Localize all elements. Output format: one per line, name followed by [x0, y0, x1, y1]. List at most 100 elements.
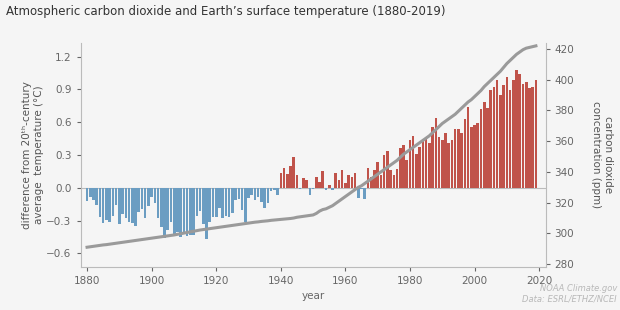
Bar: [386, 151, 389, 188]
Bar: [438, 138, 440, 188]
Bar: [118, 188, 121, 224]
Bar: [234, 188, 237, 200]
Bar: [183, 188, 185, 232]
Bar: [376, 162, 379, 188]
Bar: [199, 188, 202, 211]
Bar: [467, 107, 469, 188]
Y-axis label: difference from 20ᵗʰ-century
average  temperature (°C): difference from 20ᵗʰ-century average tem…: [22, 81, 43, 229]
Bar: [247, 188, 250, 198]
Bar: [518, 74, 521, 188]
Bar: [99, 188, 101, 217]
Bar: [277, 188, 279, 196]
Bar: [357, 188, 360, 198]
Bar: [305, 180, 308, 188]
Bar: [422, 139, 424, 188]
Bar: [464, 119, 466, 188]
Bar: [260, 188, 263, 202]
Bar: [405, 161, 408, 188]
Bar: [302, 178, 304, 188]
Bar: [312, 188, 314, 189]
Bar: [366, 168, 370, 188]
Bar: [141, 188, 143, 209]
Bar: [470, 126, 472, 188]
Bar: [195, 188, 198, 216]
Bar: [418, 147, 421, 188]
Bar: [264, 188, 266, 207]
Bar: [150, 188, 153, 197]
Bar: [383, 155, 386, 188]
Bar: [296, 175, 298, 188]
Bar: [531, 87, 534, 188]
Bar: [379, 175, 382, 188]
Bar: [131, 188, 133, 223]
Bar: [157, 188, 159, 219]
Bar: [505, 77, 508, 188]
Bar: [254, 188, 256, 200]
Bar: [128, 188, 130, 222]
Bar: [480, 109, 482, 188]
Bar: [163, 188, 166, 238]
Bar: [173, 188, 175, 236]
Bar: [344, 184, 347, 188]
Bar: [473, 126, 476, 188]
Bar: [112, 188, 114, 216]
Bar: [347, 175, 350, 188]
Bar: [105, 188, 108, 219]
Bar: [363, 188, 366, 199]
Bar: [528, 88, 531, 188]
Text: NOAA Climate.gov
Data: ESRL/ETHZ/NCEI: NOAA Climate.gov Data: ESRL/ETHZ/NCEI: [522, 284, 617, 304]
Bar: [108, 188, 111, 222]
Bar: [454, 129, 456, 188]
Bar: [521, 84, 525, 188]
Bar: [280, 172, 282, 188]
Bar: [95, 188, 98, 205]
Bar: [477, 123, 479, 188]
Bar: [432, 126, 434, 188]
Bar: [250, 188, 253, 196]
Bar: [102, 188, 105, 223]
Bar: [415, 154, 418, 188]
Bar: [92, 188, 95, 200]
Bar: [322, 171, 324, 188]
Bar: [293, 157, 295, 188]
Bar: [237, 188, 240, 199]
X-axis label: year: year: [301, 291, 325, 301]
Bar: [392, 175, 395, 188]
Bar: [509, 91, 512, 188]
Bar: [409, 140, 411, 188]
Bar: [186, 188, 188, 236]
Bar: [331, 188, 334, 190]
Bar: [218, 188, 221, 207]
Bar: [457, 129, 459, 188]
Bar: [154, 188, 156, 203]
Bar: [525, 82, 528, 188]
Bar: [208, 188, 211, 222]
Bar: [160, 188, 162, 227]
Bar: [444, 133, 447, 188]
Bar: [483, 103, 485, 188]
Bar: [515, 70, 518, 188]
Bar: [496, 79, 498, 188]
Bar: [205, 188, 208, 239]
Bar: [412, 136, 415, 188]
Bar: [493, 87, 495, 188]
Bar: [89, 188, 92, 197]
Bar: [334, 172, 337, 188]
Bar: [325, 188, 327, 190]
Bar: [318, 182, 321, 188]
Bar: [228, 188, 231, 217]
Bar: [425, 138, 427, 188]
Bar: [283, 168, 285, 188]
Bar: [502, 85, 505, 188]
Bar: [534, 79, 537, 188]
Bar: [273, 188, 276, 190]
Bar: [179, 188, 182, 237]
Text: Atmospheric carbon dioxide and Earth’s surface temperature (1880-2019): Atmospheric carbon dioxide and Earth’s s…: [6, 5, 446, 18]
Bar: [441, 140, 443, 188]
Bar: [489, 91, 492, 188]
Bar: [309, 188, 311, 196]
Bar: [115, 188, 117, 205]
Bar: [399, 148, 402, 188]
Bar: [402, 145, 405, 188]
Bar: [299, 188, 301, 189]
